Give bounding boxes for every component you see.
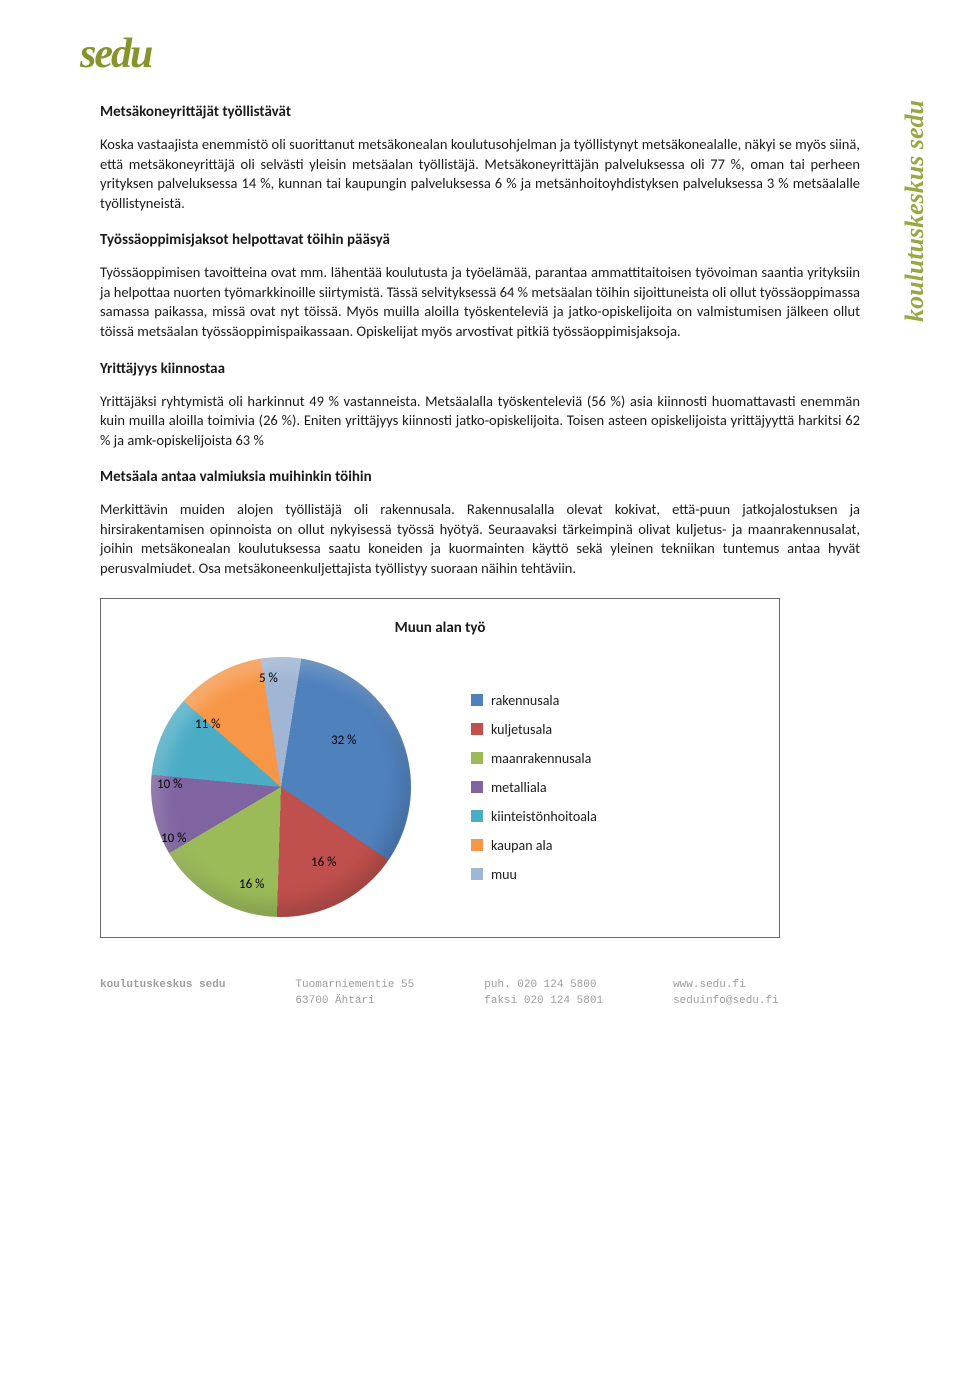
legend-label: rakennusala	[491, 692, 559, 709]
pie-chart	[151, 657, 411, 917]
pie-pct-label: 16 %	[311, 855, 336, 870]
pie-pct-label: 10 %	[161, 831, 186, 846]
legend-label: muu	[491, 866, 517, 883]
legend-swatch	[471, 781, 483, 793]
legend-item: rakennusala	[471, 692, 597, 709]
legend-item: metalliala	[471, 779, 597, 796]
paragraph-3: Yrittäjäksi ryhtymistä oli harkinnut 49 …	[100, 392, 860, 451]
legend-swatch	[471, 723, 483, 735]
pie-chart-container: Muun alan työ 32 % 16 % 16 % 10 % 10 % 11 % 5 …	[100, 598, 780, 938]
legend-label: kiinteistönhoitoala	[491, 808, 597, 825]
pie-pct-label: 5 %	[259, 671, 278, 686]
footer-phone: puh. 020 124 5800	[484, 978, 603, 993]
legend-item: kaupan ala	[471, 837, 597, 854]
legend-item: muu	[471, 866, 597, 883]
footer: koulutuskeskus sedu Tuomarniementie 55 6…	[100, 978, 860, 1009]
chart-legend: rakennusala kuljetusala maanrakennusala met…	[471, 692, 597, 883]
footer-brand: koulutuskeskus sedu	[100, 978, 225, 993]
paragraph-2: Työssäoppimisen tavoitteina ovat mm. läh…	[100, 263, 860, 341]
legend-swatch	[471, 752, 483, 764]
footer-email: seduinfo@sedu.fi	[673, 994, 779, 1009]
pie-pct-label: 16 %	[239, 877, 264, 892]
paragraph-4: Merkittävin muiden alojen työllistäjä ol…	[100, 500, 860, 578]
footer-col-1: koulutuskeskus sedu	[100, 978, 225, 1009]
pie-pct-label: 32 %	[331, 733, 356, 748]
logo-text: sedu	[80, 31, 151, 77]
heading-1: Metsäkoneyrittäjät työllistävät	[100, 103, 860, 121]
footer-col-4: www.sedu.fi seduinfo@sedu.fi	[673, 978, 779, 1009]
legend-swatch	[471, 694, 483, 706]
legend-label: kaupan ala	[491, 837, 552, 854]
side-brand-text: koulutuskeskus sedu	[900, 100, 930, 322]
footer-address-1: Tuomarniementie 55	[295, 978, 414, 993]
legend-label: maanrakennusala	[491, 750, 591, 767]
footer-address-2: 63700 Ähtäri	[295, 994, 414, 1009]
legend-swatch	[471, 868, 483, 880]
logo: sedu	[80, 30, 860, 78]
paragraph-1: Koska vastaajista enemmistö oli suoritta…	[100, 135, 860, 213]
legend-item: kuljetusala	[471, 721, 597, 738]
legend-swatch	[471, 839, 483, 851]
footer-fax: faksi 020 124 5801	[484, 994, 603, 1009]
heading-2: Työssäoppimisjaksot helpottavat töihin p…	[100, 231, 860, 249]
footer-url: www.sedu.fi	[673, 978, 779, 993]
heading-3: Yrittäjyys kiinnostaa	[100, 360, 860, 378]
legend-label: kuljetusala	[491, 721, 552, 738]
legend-label: metalliala	[491, 779, 547, 796]
legend-item: maanrakennusala	[471, 750, 597, 767]
chart-title: Muun alan työ	[111, 619, 769, 637]
chart-body: 32 % 16 % 16 % 10 % 10 % 11 % 5 % rakennusala k…	[111, 657, 769, 917]
footer-col-3: puh. 020 124 5800 faksi 020 124 5801	[484, 978, 603, 1009]
legend-item: kiinteistönhoitoala	[471, 808, 597, 825]
pie-pct-label: 10 %	[157, 777, 182, 792]
legend-swatch	[471, 810, 483, 822]
footer-col-2: Tuomarniementie 55 63700 Ähtäri	[295, 978, 414, 1009]
pie-wrapper: 32 % 16 % 16 % 10 % 10 % 11 % 5 %	[151, 657, 431, 917]
pie-pct-label: 11 %	[195, 717, 220, 732]
heading-4: Metsäala antaa valmiuksia muihinkin töih…	[100, 468, 860, 486]
